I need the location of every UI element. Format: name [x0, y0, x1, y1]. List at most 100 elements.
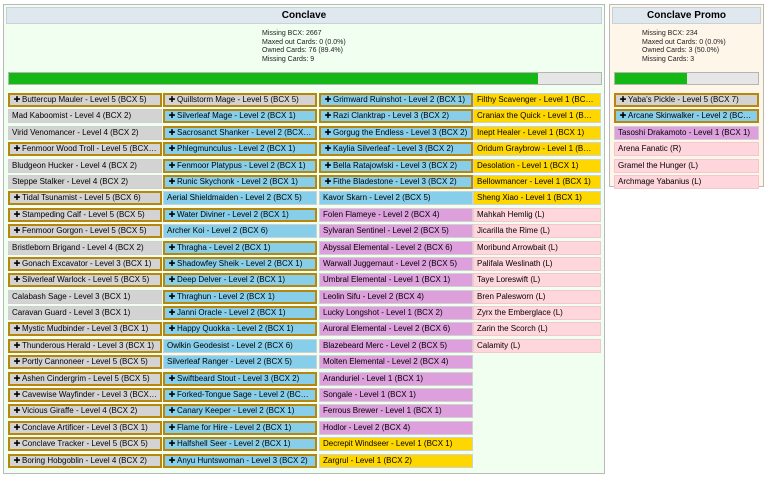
card-item[interactable]: ✚ Forked-Tongue Sage - Level 2 (BCX 1) [163, 388, 317, 403]
card-item[interactable]: ✚ Quillstorm Mage - Level 5 (BCX 5) [163, 93, 317, 107]
plus-icon: ✚ [13, 439, 21, 449]
card-item[interactable]: Inept Healer - Level 1 (BCX 1) [473, 125, 601, 140]
card-item[interactable]: ✚ Canary Keeper - Level 2 (BCX 1) [163, 404, 317, 419]
card-label: Flame for Hire - Level 2 (BCX 1) [177, 422, 292, 432]
card-item[interactable]: Silverleaf Ranger - Level 2 (BCX 5) [163, 355, 317, 370]
card-item[interactable]: ✚ Gonach Excavator - Level 3 (BCX 1) [8, 256, 162, 271]
plus-icon: ✚ [13, 390, 21, 400]
card-item[interactable]: ✚ Buttercup Mauler - Level 5 (BCX 5) [8, 93, 162, 107]
card-item[interactable]: Mad Kaboomist - Level 4 (BCX 2) [8, 109, 162, 124]
card-item[interactable]: Zarin the Scorch (L) [473, 322, 601, 337]
card-item[interactable]: ✚ Yaba's Pickle - Level 5 (BCX 7) [614, 93, 759, 107]
card-item[interactable]: ✚ Anyu Huntswoman - Level 3 (BCX 2) [163, 453, 317, 468]
card-item[interactable]: ✚ Runic Skychonk - Level 2 (BCX 1) [163, 174, 317, 189]
card-item[interactable]: Lucky Longshot - Level 1 (BCX 2) [319, 306, 473, 321]
card-item[interactable]: Blazebeard Merc - Level 2 (BCX 5) [319, 338, 473, 353]
card-item[interactable]: ✚ Thraghun - Level 2 (BCX 1) [163, 289, 317, 304]
card-item[interactable]: ✚ Cavewise Wayfinder - Level 3 (BCX 1) [8, 388, 162, 403]
card-item[interactable]: ✚ Fenmoor Gorgon - Level 5 (BCX 5) [8, 224, 162, 239]
card-item[interactable]: Sheng Xiao - Level 1 (BCX 1) [473, 191, 601, 206]
card-item[interactable]: ✚ Boring Hobgoblin - Level 4 (BCX 2) [8, 453, 162, 468]
card-item[interactable]: Tasoshi Drakamoto - Level 1 (BCX 1) [614, 125, 759, 140]
card-item[interactable]: ✚ Water Diviner - Level 2 (BCX 1) [163, 207, 317, 222]
card-item[interactable]: Aranduriel - Level 1 (BCX 1) [319, 371, 473, 386]
card-item[interactable]: ✚ Conclave Artificer - Level 3 (BCX 1) [8, 420, 162, 435]
card-item[interactable]: Bellowmancer - Level 1 (BCX 1) [473, 174, 601, 189]
card-item[interactable]: ✚ Shadowfey Sheik - Level 2 (BCX 1) [163, 256, 317, 271]
card-item[interactable]: Decrepit Windseer - Level 1 (BCX 1) [319, 437, 473, 452]
card-item[interactable]: ✚ Deep Delver - Level 2 (BCX 1) [163, 273, 317, 288]
card-item[interactable]: ✚ Stampeding Calf - Level 5 (BCX 5) [8, 207, 162, 222]
card-item[interactable]: Ferrous Brewer - Level 1 (BCX 1) [319, 404, 473, 419]
card-item[interactable]: Calabash Sage - Level 3 (BCX 1) [8, 289, 162, 304]
plus-icon: ✚ [168, 176, 176, 186]
card-item[interactable]: Umbral Elemental - Level 1 (BCX 1) [319, 273, 473, 288]
card-item[interactable]: Oridum Graybrow - Level 1 (BCX 1) [473, 142, 601, 157]
card-item[interactable]: Sylvaran Sentinel - Level 2 (BCX 5) [319, 224, 473, 239]
card-item[interactable]: ✚ Thunderous Herald - Level 3 (BCX 1) [8, 338, 162, 353]
card-item[interactable]: ✚ Silverleaf Mage - Level 2 (BCX 1) [163, 109, 317, 124]
plus-icon: ✚ [168, 144, 176, 154]
card-item[interactable]: Bren Palesworn (L) [473, 289, 601, 304]
card-item[interactable]: Kavor Skarn - Level 2 (BCX 5) [319, 191, 473, 206]
card-item[interactable]: ✚ Silverleaf Warlock - Level 5 (BCX 5) [8, 273, 162, 288]
card-item[interactable]: ✚ Flame for Hire - Level 2 (BCX 1) [163, 420, 317, 435]
card-item[interactable]: ✚ Portly Cannoneer - Level 5 (BCX 5) [8, 355, 162, 370]
card-item[interactable]: ✚ Swiftbeard Stout - Level 3 (BCX 2) [163, 371, 317, 386]
card-item[interactable]: ✚ Janni Oracle - Level 2 (BCX 1) [163, 306, 317, 321]
promo-missing-bcx-stat: Missing BCX: 234 [642, 30, 698, 37]
card-item[interactable]: Virid Venomancer - Level 4 (BCX 2) [8, 125, 162, 140]
card-item[interactable]: Calamity (L) [473, 338, 601, 353]
card-item[interactable]: ✚ Thragha - Level 2 (BCX 1) [163, 240, 317, 255]
card-item[interactable]: ✚ Grimward Ruinshot - Level 2 (BCX 1) [319, 93, 473, 107]
card-item[interactable]: ✚ Happy Quokka - Level 2 (BCX 1) [163, 322, 317, 337]
card-item[interactable]: Mahkah Hemlig (L) [473, 207, 601, 222]
card-item[interactable]: Desolation - Level 1 (BCX 1) [473, 158, 601, 173]
card-item[interactable]: Owlkin Geodesist - Level 2 (BCX 6) [163, 338, 317, 353]
card-item[interactable]: Folen Flameye - Level 2 (BCX 4) [319, 207, 473, 222]
card-item[interactable]: Molten Elemental - Level 2 (BCX 4) [319, 355, 473, 370]
card-item[interactable]: Moribund Arrowbait (L) [473, 240, 601, 255]
card-item[interactable]: Palifala Weslinath (L) [473, 256, 601, 271]
card-item[interactable]: ✚ Gorgug the Endless - Level 3 (BCX 2) [319, 125, 473, 140]
card-item[interactable]: Leolin Sifu - Level 2 (BCX 4) [319, 289, 473, 304]
card-item[interactable]: ✚ Bella Ratajowlski - Level 3 (BCX 2) [319, 158, 473, 173]
card-item[interactable]: Arena Fanatic (R) [614, 142, 759, 157]
card-item[interactable]: Songale - Level 1 (BCX 1) [319, 388, 473, 403]
card-item[interactable]: ✚ Tidal Tsunamist - Level 5 (BCX 6) [8, 191, 162, 206]
card-item[interactable]: ✚ Vicious Giraffe - Level 4 (BCX 2) [8, 404, 162, 419]
card-item[interactable]: Caravan Guard - Level 3 (BCX 1) [8, 306, 162, 321]
card-item[interactable]: ✚ Mystic Mudbinder - Level 3 (BCX 1) [8, 322, 162, 337]
card-label: Fenmoor Platypus - Level 2 (BCX 1) [177, 160, 306, 170]
card-item[interactable]: ✚ Razi Clanktrap - Level 3 (BCX 2) [319, 109, 473, 124]
card-item[interactable]: ✚ Phlegmunculus - Level 2 (BCX 1) [163, 142, 317, 157]
card-item[interactable]: ✚ Fenmoor Platypus - Level 2 (BCX 1) [163, 158, 317, 173]
card-item[interactable]: Craniax the Quick - Level 1 (BCX 1) [473, 109, 601, 124]
card-item[interactable]: Filthy Scavenger - Level 1 (BCX 1) [473, 93, 601, 107]
card-item[interactable]: Bludgeon Hucker - Level 4 (BCX 2) [8, 158, 162, 173]
card-item[interactable]: ✚ Halfshell Seer - Level 2 (BCX 1) [163, 437, 317, 452]
card-item[interactable]: Warwall Juggernaut - Level 2 (BCX 5) [319, 256, 473, 271]
card-item[interactable]: Hodlor - Level 2 (BCX 4) [319, 420, 473, 435]
card-item[interactable]: Aerial Shieldmaiden - Level 2 (BCX 5) [163, 191, 317, 206]
card-item[interactable]: ✚ Fenmoor Wood Troll - Level 5 (BCX 6) [8, 142, 162, 157]
card-item[interactable]: Zyrx the Emberglace (L) [473, 306, 601, 321]
card-item[interactable]: Auroral Elemental - Level 2 (BCX 6) [319, 322, 473, 337]
card-item[interactable]: Archmage Yabanius (L) [614, 174, 759, 189]
card-item[interactable]: Taye Loreswift (L) [473, 273, 601, 288]
card-item[interactable]: Zargrul - Level 1 (BCX 2) [319, 453, 473, 468]
card-item[interactable]: ✚ Ashen Cindergrim - Level 5 (BCX 5) [8, 371, 162, 386]
card-item[interactable]: Bristleborn Brigand - Level 4 (BCX 2) [8, 240, 162, 255]
card-item[interactable]: Gramel the Hunger (L) [614, 158, 759, 173]
card-item[interactable]: Archer Koi - Level 2 (BCX 6) [163, 224, 317, 239]
card-item[interactable]: Abyssal Elemental - Level 2 (BCX 6) [319, 240, 473, 255]
card-item[interactable]: ✚ Conclave Tracker - Level 5 (BCX 5) [8, 437, 162, 452]
card-item[interactable]: Jicarilla the Rime (L) [473, 224, 601, 239]
card-item[interactable]: ✚ Fithe Bladestone - Level 3 (BCX 2) [319, 174, 473, 189]
card-item[interactable]: ✚ Kaylia Silverleaf - Level 3 (BCX 2) [319, 142, 473, 157]
card-label: Arena Fanatic (R) [618, 144, 682, 154]
card-item[interactable]: ✚ Arcane Skinwalker - Level 2 (BCX 1) [614, 109, 759, 124]
card-item[interactable]: ✚ Sacrosanct Shanker - Level 2 (BCX 1) [163, 125, 317, 140]
card-item[interactable]: Steppe Stalker - Level 4 (BCX 2) [8, 174, 162, 189]
card-label: Thragha - Level 2 (BCX 1) [177, 242, 271, 252]
